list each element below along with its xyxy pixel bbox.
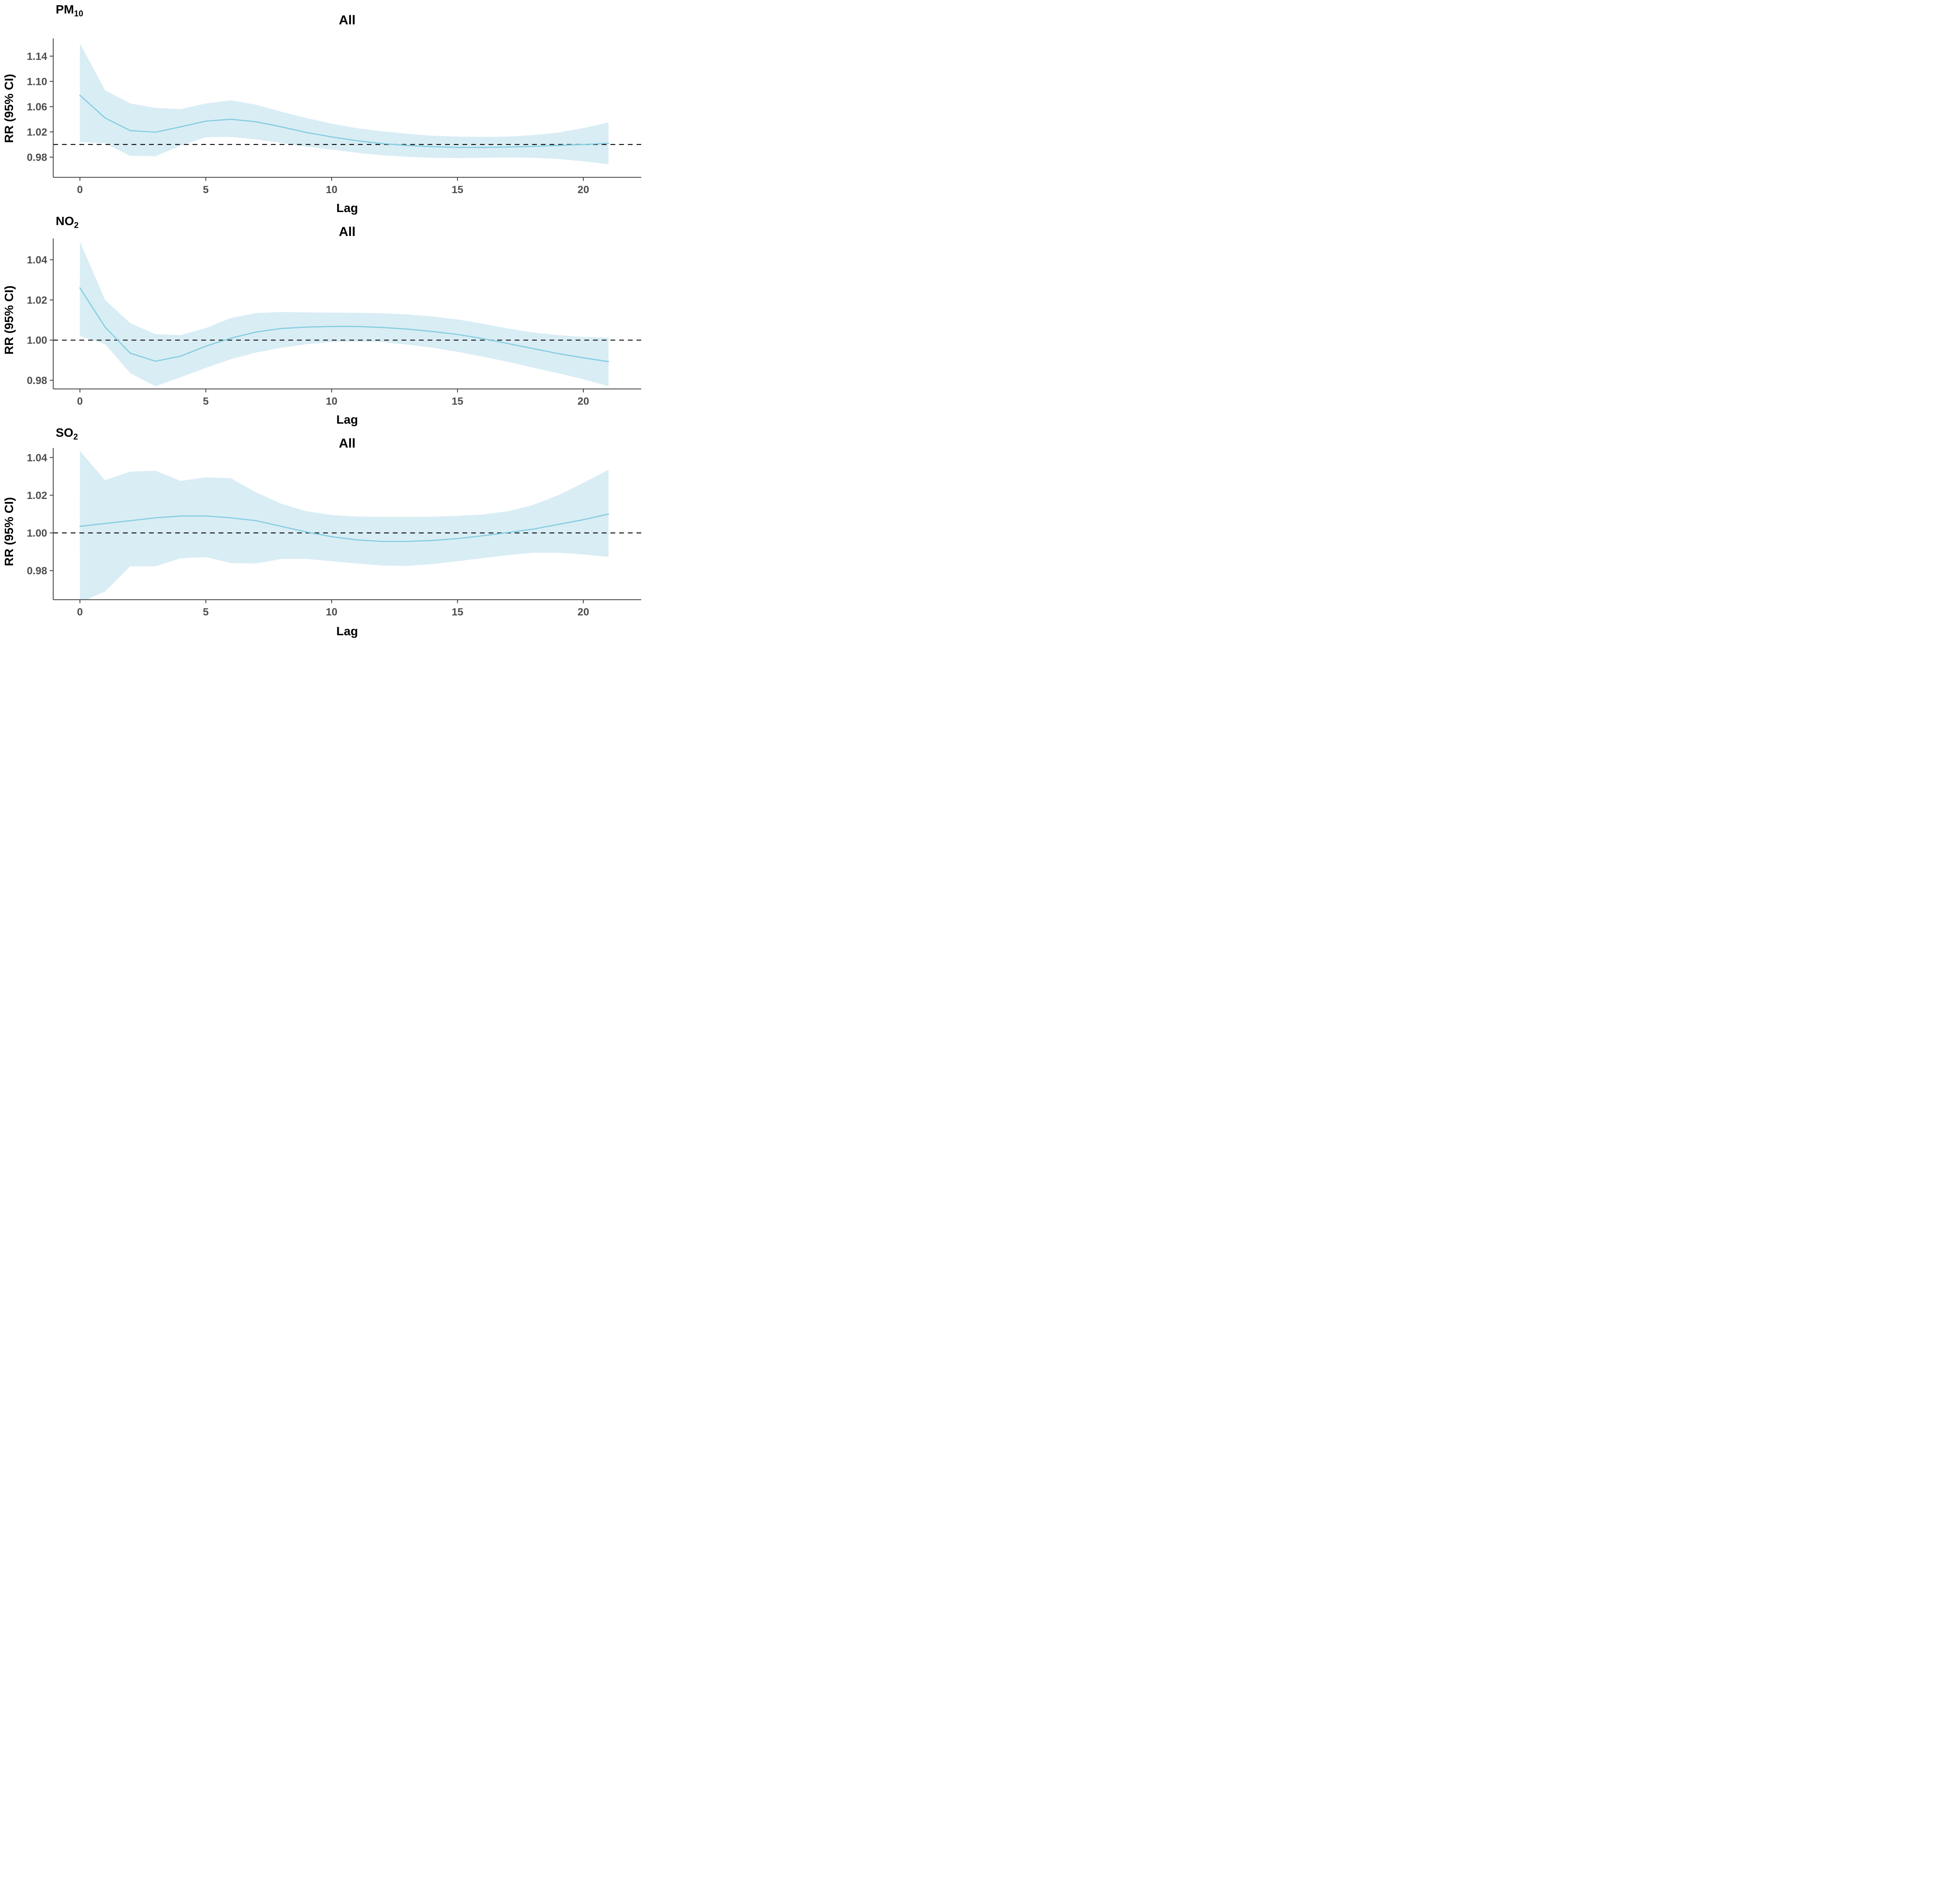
y-tick-label: 1.00	[27, 528, 47, 539]
rr-estimate-line	[79, 513, 609, 542]
panel-no2: NO2 All RR (95% CI) 1.04 1.02 1.00 0.98 0 5 10…	[0, 212, 645, 426]
figure-lag-rr-panels: PM10 All RR (95% CI) 1.14 1.10 1.06 1.02 0.9…	[0, 0, 645, 638]
pollutant-subscript: 2	[74, 221, 79, 230]
x-tick-label: 20	[578, 606, 589, 618]
x-axis-label: Lag	[336, 624, 358, 638]
x-tick-label: 15	[452, 395, 464, 407]
x-tick-label: 5	[203, 395, 209, 407]
x-tick-label: 10	[326, 395, 337, 407]
x-tick-label: 0	[77, 606, 83, 618]
x-tick-label: 10	[326, 184, 337, 195]
ci-ribbon	[80, 43, 609, 165]
panel-title: All	[339, 436, 356, 451]
x-axis-label: Lag	[336, 201, 358, 215]
pollutant-label-pm10: PM10	[56, 3, 83, 19]
y-tick-label: 1.00	[27, 335, 47, 347]
y-tick-label: 0.98	[27, 375, 47, 387]
so2-chart-svg: 1.04 1.02 1.00 0.98 0 5 10 15 20	[27, 448, 641, 618]
pollutant-label-no2: NO2	[56, 214, 79, 231]
pollutant-label-so2: SO2	[56, 426, 78, 442]
y-tick-label: 1.06	[27, 101, 47, 113]
x-tick-label: 0	[77, 184, 83, 195]
ci-ribbon	[80, 451, 609, 600]
y-tick-label: 1.02	[27, 294, 47, 306]
x-tick-label: 5	[203, 606, 209, 618]
x-axis-label: Lag	[336, 413, 358, 426]
x-tick-label: 20	[578, 395, 589, 407]
y-tick-label: 1.02	[27, 490, 47, 502]
rr-estimate-line	[79, 94, 609, 148]
no2-chart-svg: 1.04 1.02 1.00 0.98 0 5 10 15 20	[27, 238, 641, 407]
x-tick-label: 5	[203, 184, 209, 195]
panel-so2: SO2 All RR (95% CI) 1.04 1.02 1.00 0.98 0 5 10…	[0, 423, 645, 638]
y-tick-label: 1.04	[27, 254, 47, 266]
pollutant-text: SO	[56, 426, 74, 439]
panel-title: All	[339, 225, 356, 239]
y-tick-label: 1.04	[27, 452, 47, 464]
y-tick-label: 1.02	[27, 126, 47, 138]
y-axis-label: RR (95% CI)	[2, 74, 16, 143]
y-tick-label: 0.98	[27, 152, 47, 163]
ci-ribbon	[80, 242, 609, 387]
x-tick-label: 10	[326, 606, 337, 618]
x-tick-label: 20	[578, 184, 589, 195]
y-tick-label: 0.98	[27, 565, 47, 577]
pollutant-text: NO	[56, 214, 74, 228]
pollutant-text: PM	[56, 3, 74, 16]
pollutant-subscript: 2	[73, 432, 78, 442]
pollutant-subscript: 10	[74, 9, 84, 19]
y-axis-label: RR (95% CI)	[2, 285, 16, 355]
panel-title: All	[339, 13, 356, 27]
y-axis-label: RR (95% CI)	[2, 497, 16, 566]
pm10-chart-svg: 1.14 1.10 1.06 1.02 0.98 0 5 10 15 20	[27, 38, 641, 195]
panel-pm10: PM10 All RR (95% CI) 1.14 1.10 1.06 1.02 0.9…	[0, 0, 645, 215]
rr-estimate-line	[79, 287, 609, 362]
y-tick-label: 1.14	[27, 51, 47, 62]
y-tick-label: 1.10	[27, 76, 47, 88]
x-tick-label: 15	[452, 184, 464, 195]
x-tick-label: 0	[77, 395, 83, 407]
x-tick-label: 15	[452, 606, 464, 618]
